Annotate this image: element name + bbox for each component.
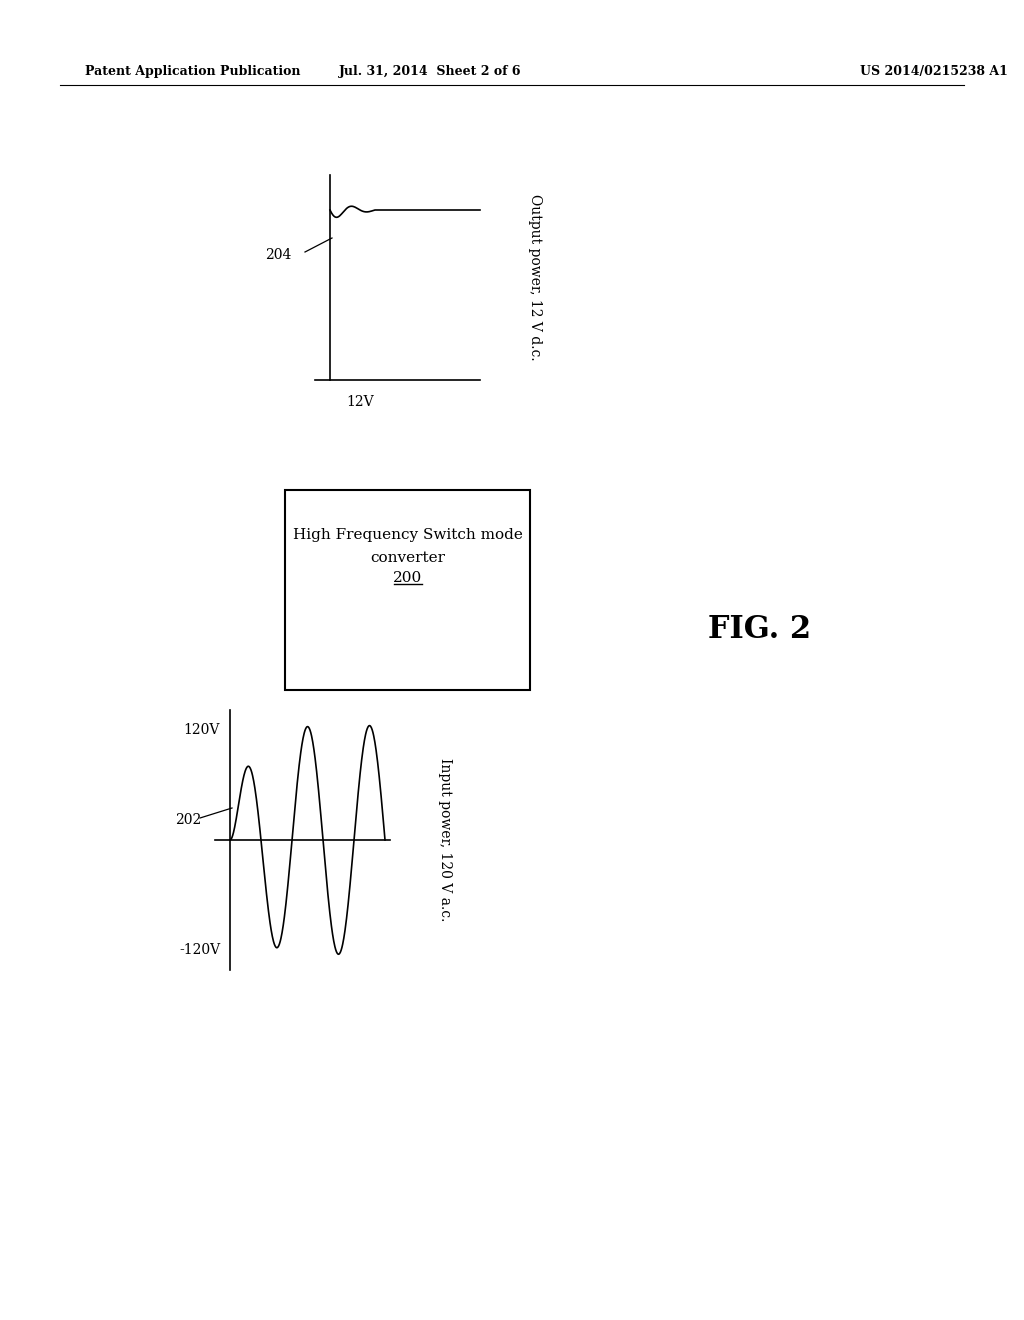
- Text: US 2014/0215238 A1: US 2014/0215238 A1: [860, 66, 1008, 78]
- Text: 202: 202: [175, 813, 202, 828]
- Text: FIG. 2: FIG. 2: [709, 615, 812, 645]
- Text: converter: converter: [370, 550, 445, 565]
- Text: 12V: 12V: [346, 395, 374, 409]
- Text: Patent Application Publication: Patent Application Publication: [85, 66, 300, 78]
- Text: Output power, 12 V d.c.: Output power, 12 V d.c.: [528, 194, 542, 360]
- Text: 200: 200: [393, 572, 422, 585]
- Text: 204: 204: [265, 248, 292, 261]
- Text: 120V: 120V: [183, 723, 220, 737]
- Text: -120V: -120V: [179, 942, 220, 957]
- Text: Jul. 31, 2014  Sheet 2 of 6: Jul. 31, 2014 Sheet 2 of 6: [339, 66, 521, 78]
- Bar: [285, 490, 530, 690]
- Text: High Frequency Switch mode: High Frequency Switch mode: [293, 528, 522, 543]
- Text: Input power, 120 V a.c.: Input power, 120 V a.c.: [438, 758, 452, 921]
